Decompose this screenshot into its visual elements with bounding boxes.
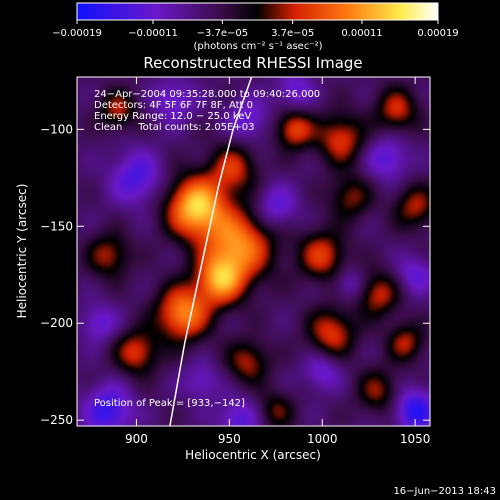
plot-frame	[76, 76, 431, 427]
y-axis-ticks: −100 −150 −200 −250	[40, 122, 430, 427]
x-tick-label: 950	[218, 432, 241, 446]
annotation-time-range: 24−Apr−2004 09:35:28.000 to 09:40:26.000	[94, 89, 320, 100]
colorbar-tick-label: 0.00019	[417, 28, 458, 39]
x-tick-label: 1000	[307, 432, 338, 446]
colorbar-ticks: −0.00019 −0.00011 −3.7e−05 3.7e−05 0.00011 0.…	[52, 20, 459, 39]
heatmap-image	[77, 77, 430, 426]
colorbar-tick-label: 3.7e−05	[271, 28, 314, 39]
y-tick-label: −250	[40, 413, 73, 427]
colorbar-tick-label: −3.7e−05	[197, 28, 249, 39]
x-axis-ticks: 900 950 1000 1050	[125, 77, 430, 446]
annotation-energy-range: Energy Range: 12.0 − 25.0 keV	[94, 111, 251, 122]
y-axis-label: Heliocentric Y (arcsec)	[15, 184, 29, 319]
x-tick-label: 900	[125, 432, 148, 446]
colorbar-tick-label: −0.00019	[52, 28, 102, 39]
annotation-detectors: Detectors: 4F 5F 6F 7F 8F, Att 0	[94, 100, 253, 111]
chart-title: Reconstructed RHESSI Image	[143, 54, 362, 72]
colorbar-unit-label: (photons cm⁻² s⁻¹ asec⁻²)	[193, 41, 322, 52]
annotation-peak-position: Position of Peak = [933,−142]	[94, 398, 245, 409]
y-tick-label: −200	[40, 316, 73, 330]
annotation-total-counts: Clean Total counts: 2.05E+03	[94, 122, 254, 133]
colorbar-tick-label: 0.00011	[341, 28, 382, 39]
x-tick-label: 1050	[400, 432, 431, 446]
colorbar-tick-label: −0.00011	[128, 28, 178, 39]
x-axis-label: Heliocentric X (arcsec)	[185, 448, 321, 462]
annotation-block: 24−Apr−2004 09:35:28.000 to 09:40:26.000…	[94, 89, 320, 409]
y-tick-label: −150	[40, 219, 73, 233]
colorbar	[76, 2, 439, 21]
y-tick-label: −100	[40, 122, 73, 136]
solar-limb-curve	[169, 77, 253, 426]
footer-timestamp: 16−Jun−2013 18:43	[393, 486, 496, 497]
